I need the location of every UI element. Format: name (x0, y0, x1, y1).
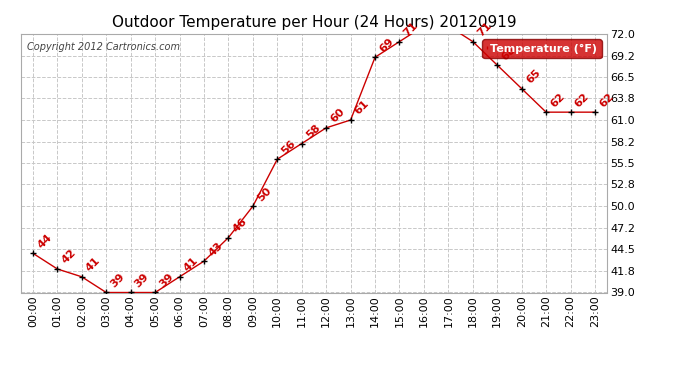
Text: 60: 60 (328, 106, 346, 125)
Text: 58: 58 (304, 123, 322, 140)
Text: 46: 46 (231, 216, 249, 234)
Text: 39: 39 (133, 272, 151, 290)
Text: 62: 62 (573, 91, 591, 109)
Text: 39: 39 (109, 272, 127, 290)
Text: 50: 50 (255, 185, 273, 203)
Text: 71: 71 (475, 20, 493, 39)
Text: 69: 69 (377, 36, 395, 54)
Text: 65: 65 (524, 68, 542, 86)
Text: 73: 73 (0, 374, 1, 375)
Text: 61: 61 (353, 99, 371, 117)
Text: 62: 62 (549, 91, 566, 109)
Text: 73: 73 (0, 374, 1, 375)
Text: 71: 71 (402, 20, 420, 39)
Title: Outdoor Temperature per Hour (24 Hours) 20120919: Outdoor Temperature per Hour (24 Hours) … (112, 15, 516, 30)
Text: 41: 41 (84, 255, 102, 274)
Text: 44: 44 (35, 232, 54, 250)
Text: 56: 56 (279, 138, 298, 156)
Legend: Temperature (°F): Temperature (°F) (482, 39, 602, 58)
Text: Copyright 2012 Cartronics.com: Copyright 2012 Cartronics.com (26, 42, 179, 51)
Text: 62: 62 (598, 91, 615, 109)
Text: 42: 42 (60, 248, 78, 266)
Text: 68: 68 (500, 44, 518, 62)
Text: 39: 39 (157, 272, 175, 290)
Text: 41: 41 (182, 255, 200, 274)
Text: 43: 43 (206, 240, 224, 258)
